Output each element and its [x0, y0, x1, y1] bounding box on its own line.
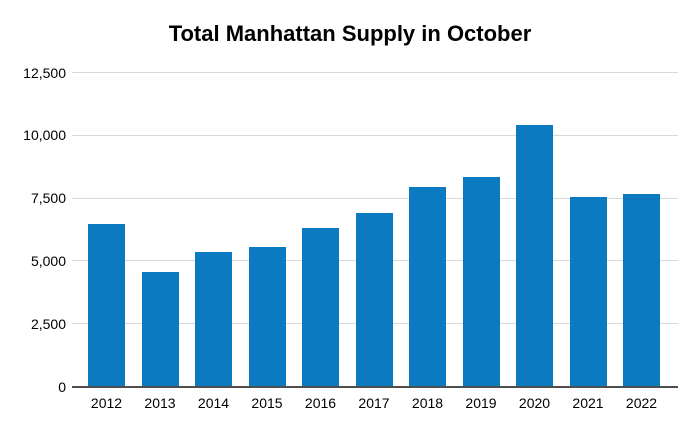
x-axis-tick-label: 2017 — [358, 395, 390, 411]
x-axis-tick-label: 2013 — [144, 395, 176, 411]
chart-title: Total Manhattan Supply in October — [168, 21, 532, 46]
bar-2019 — [462, 176, 500, 387]
y-axis-tick-label: 12,500 — [23, 64, 66, 81]
bar-2021 — [569, 196, 607, 387]
bar-2015 — [248, 247, 286, 387]
gridline — [72, 197, 678, 199]
bar-2013 — [141, 272, 179, 387]
x-axis-tick-label: 2012 — [90, 395, 123, 411]
bar-2020 — [516, 125, 553, 387]
x-axis-tick-label: 2015 — [251, 395, 283, 411]
bar-2017 — [355, 213, 393, 387]
y-axis-tick-label: 5,000 — [30, 252, 66, 269]
x-axis-tick-label: 2020 — [518, 395, 551, 411]
y-axis-tick-label: 7,500 — [30, 190, 66, 207]
x-axis-tick-label: 2014 — [197, 395, 230, 411]
x-axis-tick-label: 2016 — [304, 395, 337, 411]
gridline — [72, 134, 678, 136]
y-axis-tick-label: 2,500 — [30, 315, 66, 332]
bar-2018 — [409, 186, 446, 387]
y-axis-tick-label: 0 — [58, 378, 66, 395]
x-axis-line — [72, 385, 678, 388]
x-axis-tick-label: 2022 — [625, 395, 658, 411]
bar-2012 — [88, 224, 125, 387]
gridline — [72, 72, 678, 73]
x-axis-tick-label: 2019 — [465, 395, 497, 411]
bar-2022 — [623, 194, 660, 387]
x-axis-tick-label: 2021 — [572, 395, 604, 411]
y-axis-tick-label: 10,000 — [23, 127, 66, 144]
bar-2014 — [195, 252, 232, 387]
x-axis-tick-label: 2018 — [411, 395, 444, 411]
bar-2016 — [302, 228, 339, 387]
